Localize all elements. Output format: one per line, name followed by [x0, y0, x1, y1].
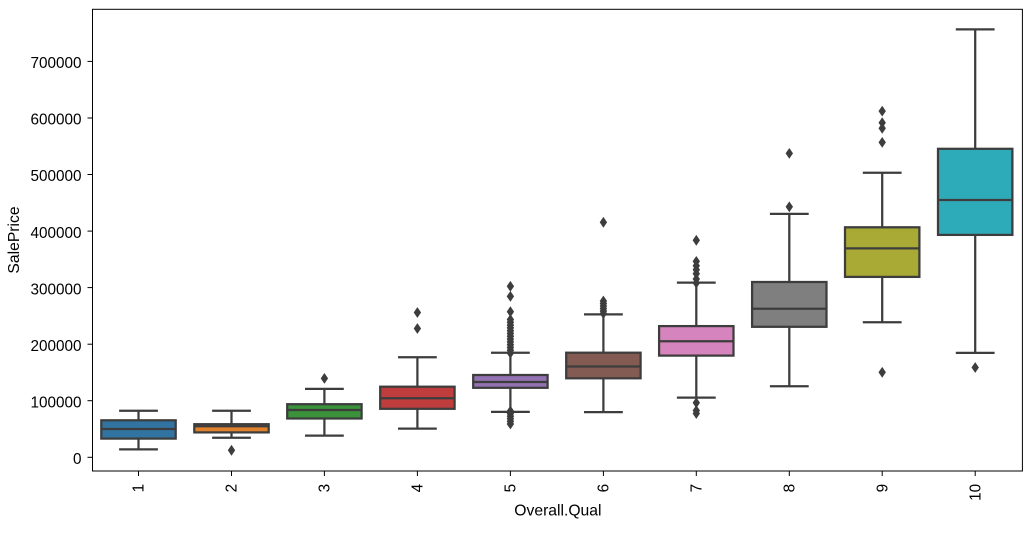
svg-text:SalePrice: SalePrice [6, 206, 23, 273]
svg-text:100000: 100000 [30, 394, 81, 411]
svg-text:300000: 300000 [30, 281, 81, 298]
svg-text:3: 3 [317, 484, 334, 493]
svg-text:0: 0 [73, 451, 82, 468]
svg-text:5: 5 [503, 484, 520, 493]
svg-text:10: 10 [967, 484, 984, 501]
svg-text:9: 9 [874, 484, 891, 493]
svg-text:1: 1 [131, 484, 148, 493]
svg-text:7: 7 [689, 484, 706, 493]
svg-text:200000: 200000 [30, 338, 81, 355]
svg-text:600000: 600000 [30, 112, 81, 129]
svg-text:500000: 500000 [30, 168, 81, 185]
svg-text:700000: 700000 [30, 55, 81, 72]
svg-text:Overall.Qual: Overall.Qual [514, 503, 601, 520]
svg-text:400000: 400000 [30, 225, 81, 242]
svg-text:8: 8 [782, 484, 799, 493]
svg-text:6: 6 [596, 484, 613, 493]
svg-text:2: 2 [224, 484, 241, 493]
svg-text:4: 4 [410, 483, 427, 492]
